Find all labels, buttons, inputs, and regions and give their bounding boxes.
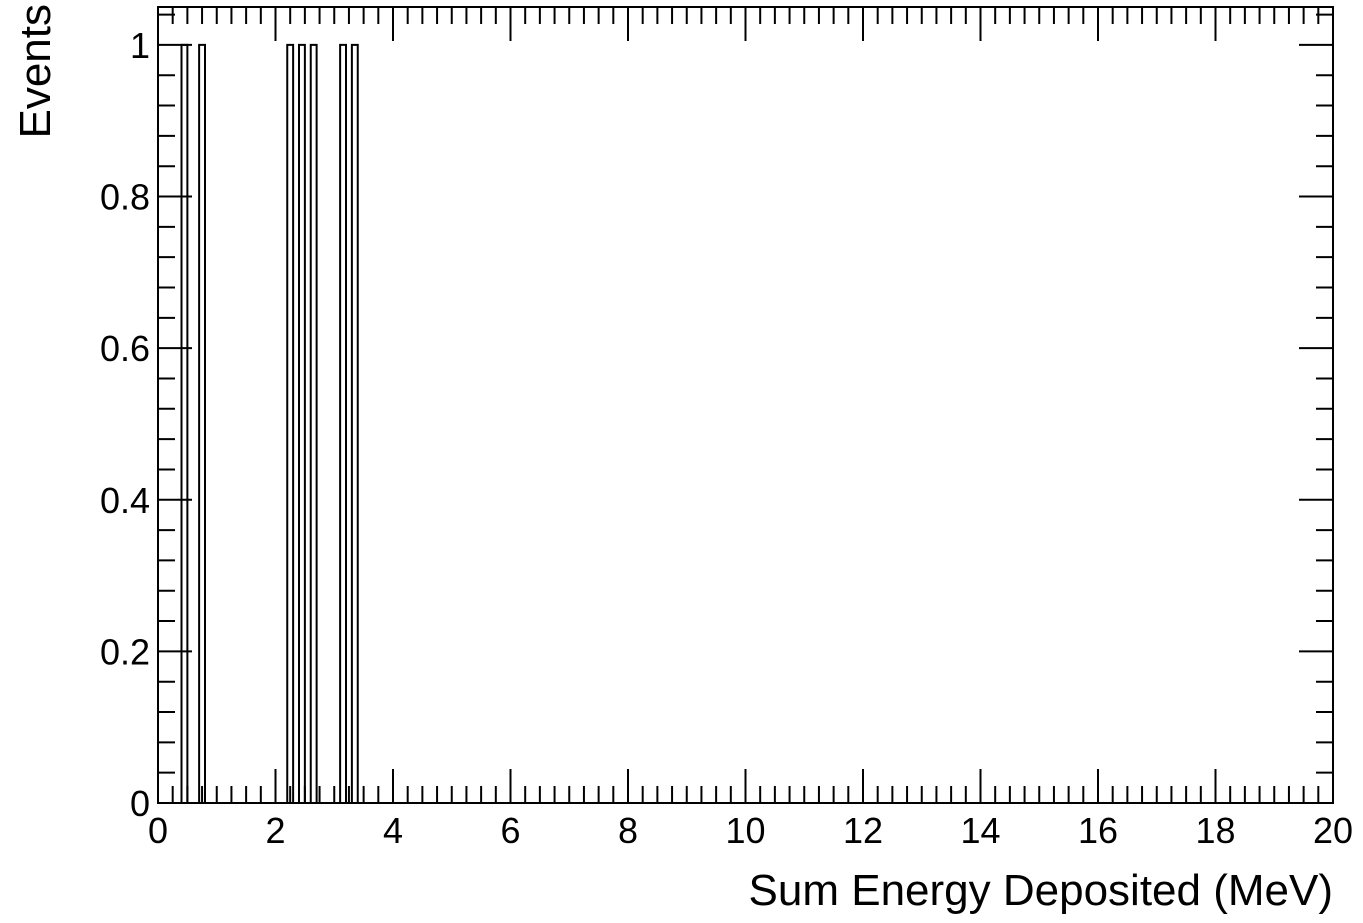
y-tick-label: 0.2: [100, 631, 150, 672]
histogram-bar-3: [298, 43, 306, 803]
bars-layer: [180, 43, 359, 803]
y-tick-label: 1: [130, 25, 150, 66]
x-tick-label: 12: [843, 810, 883, 851]
histogram-bar-0: [180, 43, 189, 803]
x-tick-label: 8: [618, 810, 638, 851]
y-tick-label: 0.6: [100, 328, 150, 369]
x-tick-label: 14: [960, 810, 1000, 851]
ticks-layer: [157, 7, 1334, 804]
y-tick-label: 0.8: [100, 177, 150, 218]
x-axis-title: Sum Energy Deposited (MeV): [749, 866, 1333, 915]
tick-labels-layer: 0 2 4 6 8 10 12 14 16 18 20 0 0.2 0.4 0.6 0.8 1: [100, 25, 1353, 851]
x-tick-label: 6: [500, 810, 520, 851]
histogram-bar-1: [198, 43, 206, 803]
plot-frame: [157, 6, 1334, 804]
histogram-bar-2: [286, 43, 295, 803]
x-tick-label: 4: [383, 810, 403, 851]
y-tick-label: 0: [130, 783, 150, 824]
x-tick-label: 16: [1078, 810, 1118, 851]
x-tick-label: 20: [1313, 810, 1353, 851]
histogram-bar-6: [350, 43, 359, 803]
x-tick-label: 0: [148, 810, 168, 851]
histogram-bar-5: [339, 43, 347, 803]
x-tick-label: 18: [1195, 810, 1235, 851]
y-tick-label: 0.4: [100, 480, 150, 521]
histogram-bar-4: [309, 43, 318, 803]
x-tick-label: 10: [725, 810, 765, 851]
y-axis-title: Events: [11, 4, 60, 139]
x-tick-label: 2: [265, 810, 285, 851]
